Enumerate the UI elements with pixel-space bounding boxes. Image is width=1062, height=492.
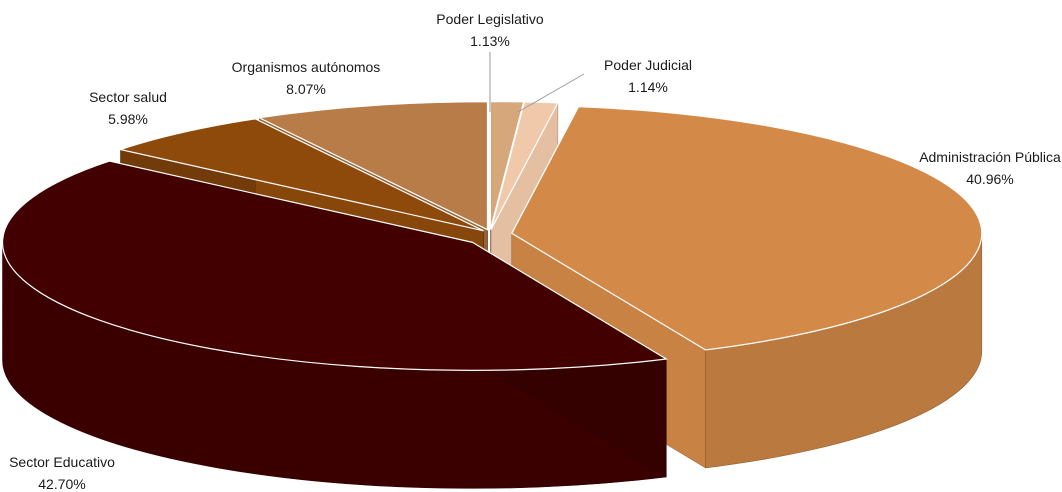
label-poder-judicial: Poder Judicial (604, 57, 692, 73)
slice-administracion-publica (510, 105, 983, 351)
leader-poder-judicial (517, 73, 585, 113)
value-sector-salud: 5.98% (108, 111, 148, 127)
value-poder-legislativo: 1.13% (470, 33, 510, 49)
slice-sector-educativo (1, 160, 669, 371)
label-poder-legislativo: Poder Legislativo (436, 11, 544, 27)
value-poder-judicial: 1.14% (628, 79, 668, 95)
label-sector-salud: Sector salud (89, 89, 167, 105)
slice-poder-judicial (490, 101, 559, 230)
value-sector-educativo: 42.70% (38, 476, 85, 492)
slice-organismos-autonomos (257, 101, 489, 231)
slice-labels: Poder Legislativo 1.13% Poder Judicial 1.14… (9, 11, 1061, 492)
value-organismos-autonomos: 8.07% (286, 81, 326, 97)
label-sector-educativo: Sector Educativo (9, 454, 115, 470)
value-administracion-publica: 40.96% (966, 171, 1013, 187)
label-administracion-publica: Administración Pública (919, 149, 1061, 165)
slice-tops (1, 100, 983, 371)
slice-sector-salud (118, 118, 484, 232)
leader-lines (489, 52, 585, 113)
label-organismos-autonomos: Organismos autónomos (232, 59, 381, 75)
